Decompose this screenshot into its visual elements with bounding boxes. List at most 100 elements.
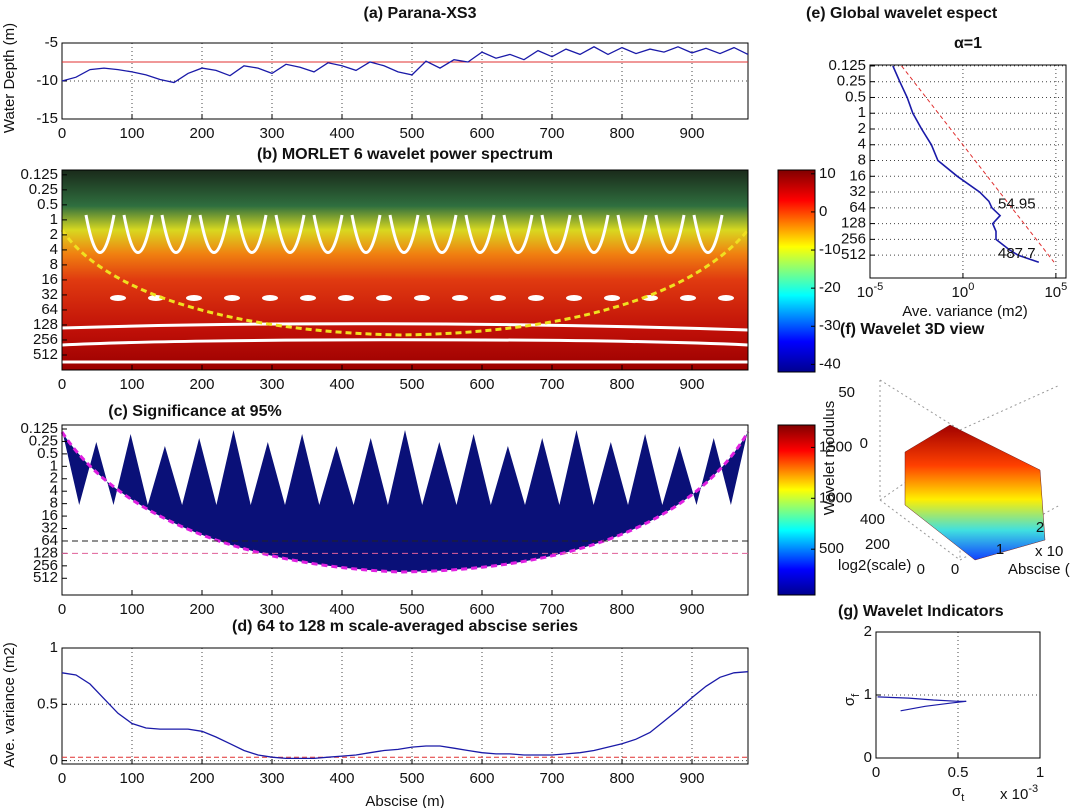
y-tick-label: 0.25 [29,432,58,449]
x-tick-label: 500 [399,770,424,787]
x-tick-label: 300 [259,601,284,618]
x-tick-label: 100 [119,601,144,618]
y-tick-label: 64 [41,301,58,318]
contour [61,322,749,364]
contour [110,295,126,301]
y-tick-label: 0.5 [37,445,58,462]
y-tick-label: 400 [860,511,885,528]
y-tick-label: 32 [41,519,58,536]
data-line [900,700,967,712]
contour [604,295,620,301]
colorbar-label: 10 [819,165,836,182]
colorbar-label: 500 [819,540,844,557]
y-tick-label: 4 [858,136,866,153]
x-tick-label: 300 [259,770,284,787]
x-label: Abscise ( [1008,561,1070,578]
data-line [877,696,967,702]
x-tick-label: 0 [58,770,66,787]
data-line [892,65,1040,263]
y-tick-label: 512 [33,569,58,586]
colorbar [777,424,816,596]
contour [274,214,306,254]
y-tick-label: -15 [36,110,58,127]
y-tick-label: -10 [36,72,58,89]
contour [718,295,734,301]
y-tick-label: 0.25 [29,181,58,198]
colorbar-label: 0 [819,203,827,220]
y-label: log2(scale) [838,557,911,574]
x-tick-label: 2 [1036,519,1044,536]
contour [680,295,696,301]
colorbar [777,169,816,373]
y-tick-label: 256 [33,557,58,574]
y-tick-label: 16 [41,507,58,524]
contour [426,214,458,254]
contour [300,295,316,301]
x-tick-label: 600 [469,601,494,618]
x-tick-label: 800 [609,376,634,393]
surface-3d [879,379,1061,561]
contour [186,295,202,301]
x-tick-label: 400 [329,376,354,393]
x-tick-label: 900 [679,376,704,393]
x-tick-label: 100 [119,125,144,142]
y-tick-label: 128 [33,544,58,561]
y-tick-label: 0 [864,749,872,766]
superscript: 0 [968,281,974,293]
x-tick-label: 700 [539,601,564,618]
y-tick-label: 4 [50,482,58,499]
x-tick-label: 800 [609,601,634,618]
x-tick-label: 0 [872,764,880,781]
y-tick-label: 8 [858,151,866,168]
contour [122,214,154,254]
colorbar-label: -40 [819,355,841,372]
peak-label: 487.7 [998,245,1036,262]
x-tick-label: 0 [951,561,959,578]
x-tick-label: 600 [469,125,494,142]
axes-box [61,169,749,371]
x-tick-label: 900 [679,770,704,787]
y-tick-label: 0.125 [20,166,58,183]
y-tick-label: 2 [858,120,866,137]
x-tick-label: 300 [259,376,284,393]
colorbar-label: 1500 [819,438,852,455]
contour [388,214,420,254]
contour [566,295,582,301]
contour [692,214,724,254]
superscript: -3 [1028,783,1038,795]
y-tick-label: 0.5 [37,196,58,213]
x-tick-label: 1 [996,541,1004,558]
x-tick-label: 700 [539,376,564,393]
y-tick-label: 0.5 [37,695,58,712]
contour [338,295,354,301]
y-tick-label: 128 [33,316,58,333]
x-tick-label: 600 [469,376,494,393]
y-tick-label: 512 [33,346,58,363]
x-tick-label: 0 [58,376,66,393]
title: (c) Significance at 95% [108,403,281,420]
subtitle: α=1 [954,35,982,52]
y-tick-label: 1 [50,211,58,228]
x-tick-label: 800 [609,770,634,787]
y-tick-label: 64 [41,532,58,549]
y-tick-label: 1 [864,686,872,703]
title: (a) Parana-XS3 [364,5,477,22]
y-tick-label: 32 [41,286,58,303]
x-tick-label: 400 [329,125,354,142]
x-tick-label: 400 [329,601,354,618]
y-tick-label: 0.125 [20,420,58,437]
x-tick-label: 100 [119,376,144,393]
contour [84,214,116,254]
x-tick-label: 300 [259,125,284,142]
axes-box [869,64,1067,279]
data-line [61,46,749,84]
x-tick-label: 900 [679,601,704,618]
title: (b) MORLET 6 wavelet power spectrum [257,146,553,163]
peak-label: 54.95 [998,195,1036,212]
ylabel: Ave. variance (m2) [1,642,18,768]
x-tick-label: 200 [189,601,214,618]
y-tick-label: 0 [917,561,925,578]
contour [540,214,572,254]
x-tick-label: 0 [58,601,66,618]
